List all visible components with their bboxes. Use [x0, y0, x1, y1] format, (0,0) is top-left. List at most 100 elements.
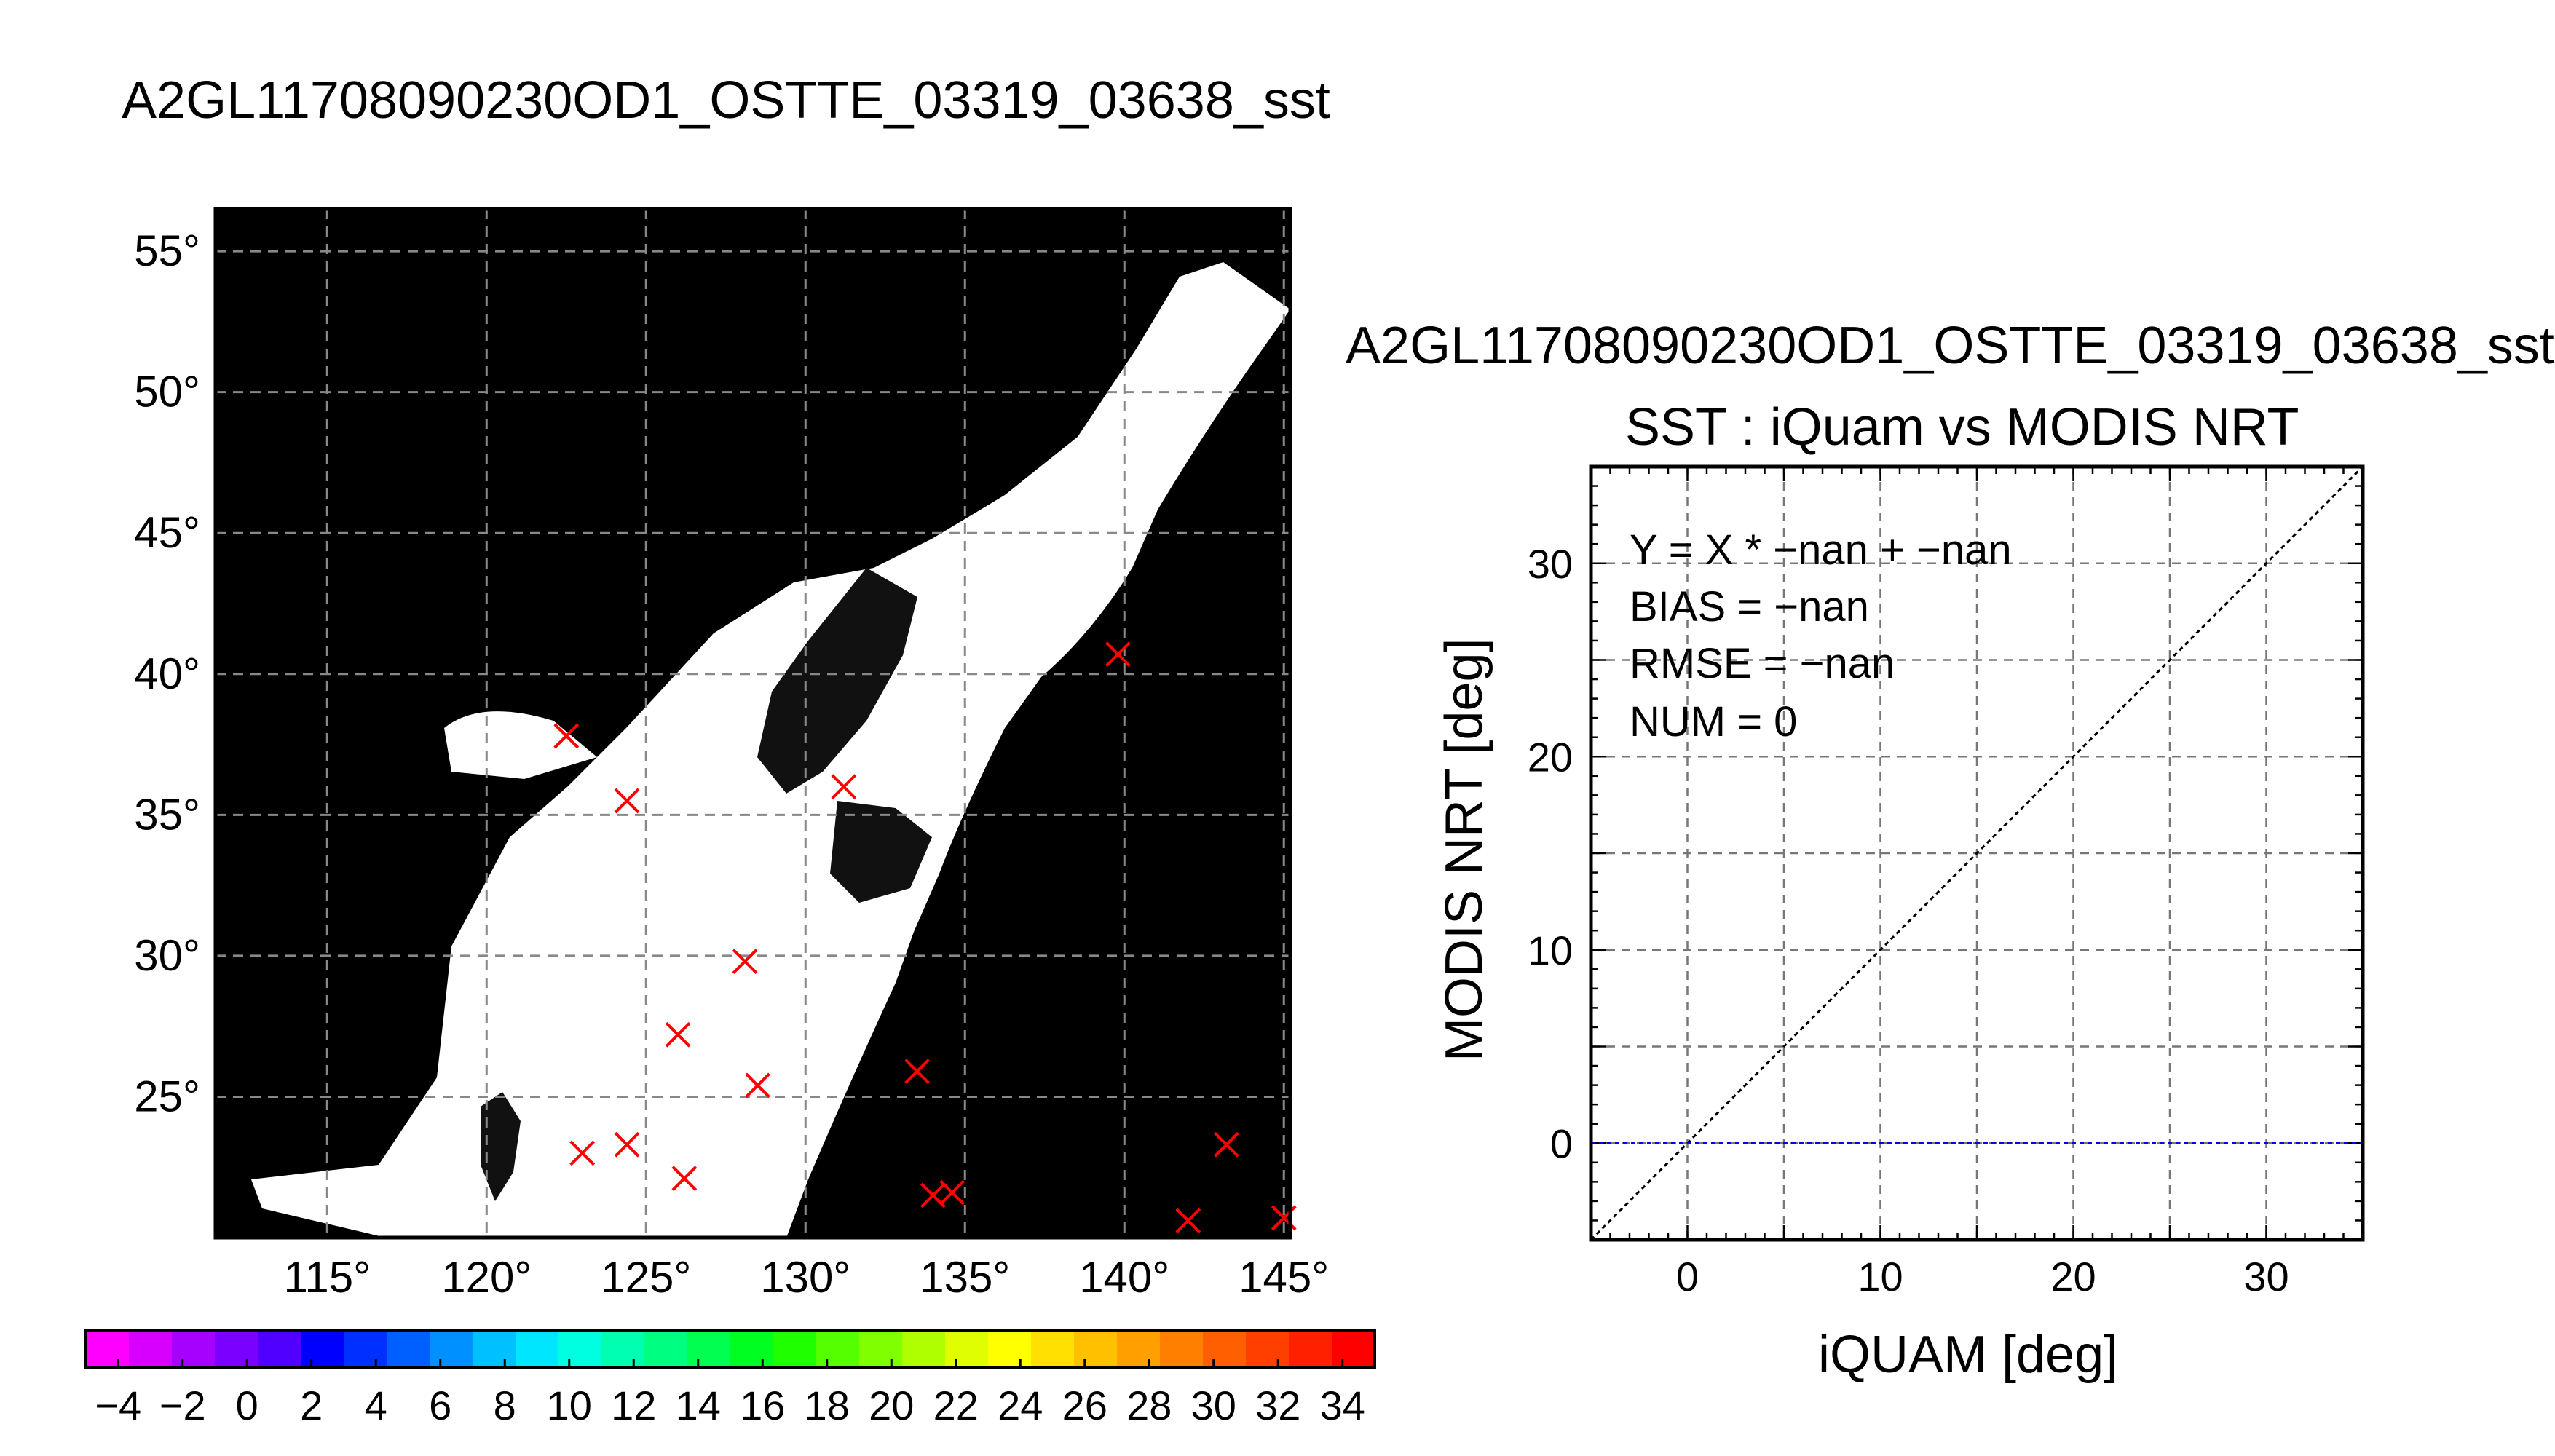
colorbar-segment [473, 1330, 516, 1368]
colorbar-tick-label: 30 [1191, 1382, 1236, 1428]
map-lat-tick-label: 55° [134, 226, 200, 275]
kyushu-island [830, 801, 932, 903]
scatter-y-tick-label: 0 [1550, 1120, 1573, 1166]
scatter-x-axis-label: iQUAM [deg] [1818, 1326, 2119, 1384]
stat-num: NUM = 0 [1630, 698, 1798, 745]
matchup-marker [553, 723, 580, 749]
scatter-title: SST : iQuam vs MODIS NRT [1625, 398, 2299, 456]
matchup-marker-stroke [939, 1179, 965, 1206]
matchup-marker [939, 1179, 965, 1206]
matchup-marker [569, 1140, 596, 1166]
map-lon-tick-label: 115° [283, 1253, 371, 1302]
scatter-y-axis-label: MODIS NRT [deg] [1435, 638, 1493, 1061]
colorbar-tick-label: 24 [998, 1382, 1043, 1428]
colorbar-tick-label: 2 [300, 1382, 323, 1428]
colorbar-segment [558, 1330, 602, 1368]
matchup-marker-stroke [614, 1131, 640, 1158]
matchup-marker-stroke [831, 774, 857, 800]
colorbar-segment [730, 1330, 774, 1368]
map-lat-tick-label: 35° [134, 790, 200, 839]
scatter-y-tick-label: 30 [1528, 541, 1573, 587]
colorbar-segment [516, 1330, 559, 1368]
colorbar-segment [773, 1330, 817, 1368]
colorbar-tick-label: 10 [547, 1382, 592, 1428]
map-lon-tick-label: 130° [760, 1253, 850, 1302]
colorbar-tick-label: 28 [1126, 1382, 1172, 1428]
colorbar-segment [1031, 1330, 1075, 1368]
map-lat-tick-label: 30° [134, 931, 200, 980]
colorbar-segment [1074, 1330, 1118, 1368]
matchup-marker-stroke [1175, 1208, 1201, 1234]
matchup-marker-stroke [920, 1182, 946, 1208]
colorbar-tick-label: 6 [429, 1382, 451, 1428]
matchup-marker-stroke [553, 723, 580, 749]
stat-rmse: RMSE = −nan [1630, 640, 1895, 687]
colorbar-segment [988, 1330, 1032, 1368]
matchup-marker [614, 1131, 640, 1158]
matchup-marker-stroke [614, 788, 640, 814]
matchup-marker [831, 774, 857, 800]
main-title: A2GL11708090230OD1_OSTTE_03319_03638_sst [122, 71, 1330, 130]
matchup-marker [671, 1166, 698, 1192]
matchup-marker [614, 788, 640, 814]
scatter-x-tick-label: 10 [1857, 1254, 1903, 1299]
scatter-file-title: A2GL11708090230OD1_OSTTE_03319_03638_sst [1346, 317, 2554, 375]
map-lat-tick-label: 50° [134, 368, 200, 416]
colorbar-tick-label: 18 [805, 1382, 850, 1428]
matchup-marker-stroke [904, 1059, 930, 1085]
colorbar-segment [601, 1330, 645, 1368]
colorbar-tick-label: −4 [95, 1382, 141, 1428]
scatter-y-tick-label: 10 [1528, 927, 1573, 973]
matchup-marker [1213, 1131, 1239, 1158]
matchup-marker [665, 1021, 691, 1048]
colorbar-tick-label: 20 [869, 1382, 914, 1428]
matchup-marker-stroke [671, 1166, 698, 1192]
map-lat-tick-label: 45° [134, 508, 200, 557]
stat-fit-equation: Y = X * −nan + −nan [1630, 526, 2012, 574]
map-frame [213, 207, 1292, 1240]
colorbar-segment [644, 1330, 688, 1368]
colorbar-tick-label: −2 [159, 1382, 206, 1428]
korea-peninsula [757, 568, 917, 794]
map-lon-tick-label: 140° [1079, 1253, 1169, 1302]
colorbar-tick-label: 4 [365, 1382, 387, 1428]
map-lon-tick-label: 125° [601, 1253, 691, 1302]
colorbar-segment [258, 1330, 301, 1368]
matchup-marker-stroke [665, 1021, 691, 1048]
matchup-marker [1105, 641, 1131, 668]
colorbar-segment [687, 1330, 731, 1368]
matchup-marker-stroke [732, 949, 758, 975]
colorbar-segment [1246, 1330, 1290, 1368]
matchup-marker-stroke [569, 1140, 596, 1166]
colorbar-segment [129, 1330, 173, 1368]
scatter-x-tick-label: 0 [1676, 1254, 1699, 1299]
colorbar-segment [430, 1330, 473, 1368]
map-lat-tick-label: 25° [134, 1072, 200, 1120]
matchup-marker [732, 949, 758, 975]
colorbar-tick-label: 14 [676, 1382, 721, 1428]
colorbar-tick-label: 22 [933, 1382, 979, 1428]
colorbar-segment [1332, 1330, 1375, 1368]
colorbar-segment [1289, 1330, 1332, 1368]
matchup-marker [1175, 1208, 1201, 1234]
scatter-y-tick-label: 20 [1528, 734, 1573, 780]
matchup-marker [904, 1059, 930, 1085]
map-lon-tick-label: 120° [441, 1253, 532, 1302]
colorbar-segment [301, 1330, 344, 1368]
colorbar-tick-label: 34 [1320, 1382, 1365, 1428]
scatter-x-tick-label: 30 [2243, 1254, 2289, 1299]
colorbar-segment [902, 1330, 946, 1368]
matchup-marker-stroke [1105, 641, 1131, 668]
scatter-frame [1589, 464, 2365, 1242]
map-lon-tick-label: 145° [1239, 1253, 1329, 1302]
scatter-x-tick-label: 20 [2050, 1254, 2096, 1299]
colorbar-segment [1160, 1330, 1204, 1368]
stat-bias: BIAS = −nan [1630, 583, 1869, 630]
taiwan-island [481, 1092, 521, 1201]
colorbar-tick-label: 12 [611, 1382, 656, 1428]
colorbar-segment [945, 1330, 989, 1368]
colorbar-segment [816, 1330, 860, 1368]
scatter-identity-line [1590, 465, 2364, 1241]
colorbar-tick-label: 0 [236, 1382, 258, 1428]
